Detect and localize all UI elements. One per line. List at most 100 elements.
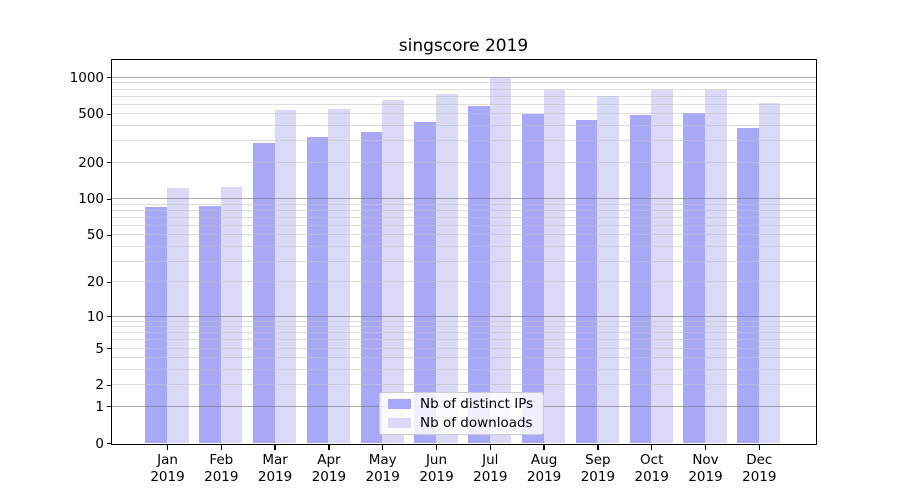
x-tick-mark: [328, 445, 330, 450]
bar-nb-of-downloads-jan: [167, 187, 189, 443]
x-tick-mark: [543, 445, 545, 450]
x-tick-year: 2019: [150, 469, 185, 485]
gridline-minor: [112, 224, 816, 226]
bar-nb-of-downloads-nov: [705, 89, 727, 443]
x-tick-label: Feb 2019: [191, 452, 251, 486]
bar-nb-of-distinct-ips-jul: [468, 106, 490, 443]
x-tick-month: Jul: [482, 452, 499, 468]
legend-swatch: [388, 399, 411, 409]
gridline-minor: [112, 281, 816, 283]
x-tick-label: Dec 2019: [729, 452, 789, 486]
y-tick-mark: [106, 281, 111, 283]
y-tick-mark: [106, 406, 111, 408]
gridline-minor: [112, 113, 816, 115]
x-tick-month: Nov: [692, 452, 719, 468]
gridline-minor: [112, 384, 816, 386]
x-tick-year: 2019: [526, 469, 562, 485]
y-tick-mark: [106, 384, 111, 386]
gridline-minor: [112, 339, 816, 341]
x-tick-label: Nov 2019: [676, 452, 736, 486]
y-tick-label: 500: [78, 106, 104, 123]
gridline-minor: [112, 260, 816, 262]
y-tick-mark: [106, 162, 111, 164]
bar-nb-of-downloads-jun: [436, 94, 458, 443]
x-tick-year: 2019: [634, 469, 669, 485]
x-tick-year: 2019: [473, 469, 508, 485]
gridline-major: [112, 315, 816, 317]
gridline-minor: [112, 140, 816, 142]
x-tick-month: Oct: [640, 452, 664, 468]
bar-nb-of-distinct-ips-nov: [683, 113, 705, 443]
y-tick-mark: [106, 77, 111, 79]
gridline-minor: [112, 320, 816, 322]
legend-swatch: [388, 418, 411, 428]
x-tick-label: May 2019: [353, 452, 413, 486]
bar-nb-of-downloads-jul: [489, 78, 512, 443]
x-tick-label: Aug 2019: [514, 452, 574, 486]
bar-nb-of-distinct-ips-apr: [306, 136, 329, 443]
gridline-minor: [112, 203, 816, 205]
gridline-minor: [112, 234, 816, 236]
x-tick-label: Apr 2019: [299, 452, 359, 486]
x-tick-month: May: [368, 452, 397, 468]
x-tick-year: 2019: [311, 469, 347, 485]
gridline-minor: [112, 357, 816, 359]
gridline-major: [112, 198, 816, 200]
y-tick-label: 100: [78, 191, 104, 208]
bar-nb-of-downloads-aug: [543, 90, 566, 443]
plot-area: [111, 59, 817, 445]
y-tick-mark: [106, 315, 111, 318]
bar-nb-of-downloads-feb: [220, 186, 243, 443]
x-tick-month: Dec: [746, 452, 773, 468]
y-tick-label: 1000: [69, 69, 104, 86]
legend-label: Nb of downloads: [420, 415, 533, 431]
y-tick-mark: [106, 198, 111, 200]
x-tick-mark: [704, 445, 707, 450]
bar-nb-of-distinct-ips-dec: [737, 128, 759, 443]
gridline-minor: [112, 326, 816, 328]
y-tick-label: 10: [86, 308, 104, 325]
legend-label: Nb of distinct IPs: [420, 396, 534, 412]
x-tick-month: Jan: [157, 452, 178, 468]
x-tick-year: 2019: [204, 469, 239, 485]
x-tick-year: 2019: [580, 469, 616, 485]
y-tick-label: 50: [86, 227, 104, 244]
gridline-major: [112, 76, 816, 78]
y-tick-label: 0: [95, 435, 104, 452]
y-tick-mark: [106, 113, 111, 116]
x-tick-month: Apr: [317, 452, 341, 468]
y-tick-mark: [106, 347, 111, 350]
x-tick-month: Aug: [530, 452, 558, 468]
x-tick-month: Jun: [425, 452, 448, 468]
gridline-minor: [112, 332, 816, 334]
gridline-minor: [112, 216, 816, 218]
x-tick-mark: [166, 445, 169, 450]
y-tick-label: 1: [95, 398, 104, 415]
bar-nb-of-downloads-mar: [274, 109, 297, 443]
gridline-minor: [112, 209, 816, 211]
gridline-minor: [112, 95, 816, 97]
x-tick-mark: [435, 445, 438, 450]
x-tick-month: Mar: [262, 452, 288, 468]
y-tick-mark: [106, 442, 111, 445]
x-tick-mark: [274, 445, 276, 450]
y-tick-label: 200: [78, 154, 104, 171]
bar-nb-of-distinct-ips-oct: [629, 115, 652, 443]
gridlines-layer: [112, 60, 816, 444]
x-tick-label: Jun 2019: [407, 452, 467, 486]
x-tick-year: 2019: [365, 469, 400, 485]
x-tick-mark: [651, 445, 653, 450]
x-tick-mark: [220, 445, 222, 450]
y-tick-label: 5: [95, 340, 104, 357]
gridline-minor: [112, 103, 816, 105]
x-tick-label: Oct 2019: [622, 452, 682, 486]
x-tick-label: Jul 2019: [460, 452, 520, 486]
x-tick-mark: [597, 445, 599, 450]
x-tick-month: Feb: [209, 452, 234, 468]
x-tick-mark: [382, 445, 384, 450]
legend: Nb of distinct IPs Nb of downloads: [379, 392, 544, 435]
x-tick-year: 2019: [742, 469, 777, 485]
legend-row: Nb of downloads: [380, 414, 543, 433]
gridline-minor: [112, 245, 816, 247]
x-tick-label: Mar 2019: [245, 452, 305, 486]
